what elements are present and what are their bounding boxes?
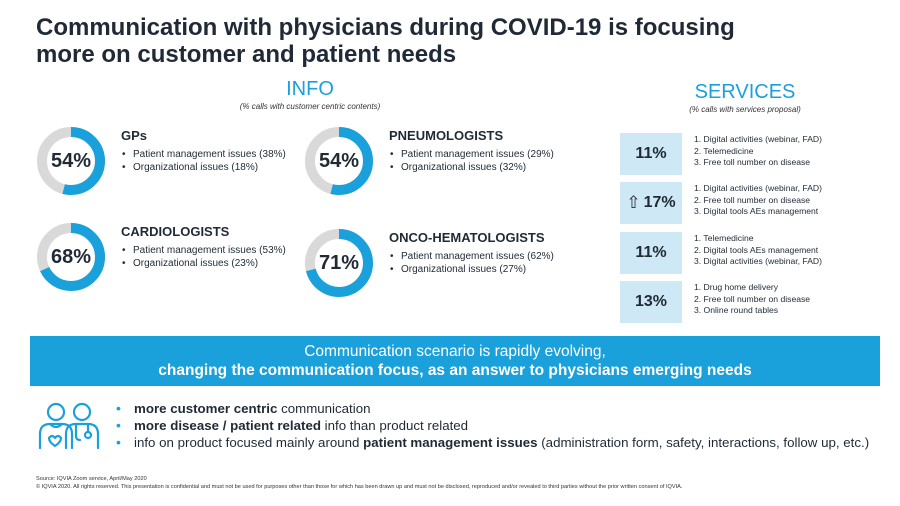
card-title: PNEUMOLOGISTS [389, 128, 504, 143]
services-subtitle: (% calls with services proposal) [689, 105, 801, 114]
card-body: PNEUMOLOGISTS Patient management issues … [389, 128, 579, 174]
list-item: Organizational issues (23%) [121, 258, 311, 271]
service-list: 1. Digital activities (webinar, FAD) 2. … [694, 183, 894, 218]
list-item: Organizational issues (18%) [121, 162, 311, 175]
donut-chart [305, 229, 373, 297]
info-title: INFO [286, 78, 334, 100]
list-item: Patient management issues (62%) [389, 251, 579, 264]
donut-chart [305, 127, 373, 195]
list-item: 3. Free toll number on disease [694, 157, 811, 167]
list-item: 2. Free toll number on disease [694, 293, 811, 304]
donut-fill [37, 223, 105, 291]
donut-onco-hematologists: 71% [304, 228, 374, 298]
service-percent-box: 11% [620, 133, 682, 175]
donut-fill [37, 127, 105, 195]
service-percent: 13% [634, 293, 668, 310]
key-points-list: more customer centric communication more… [112, 400, 882, 451]
slide-title: Communication with physicians during COV… [36, 14, 876, 68]
card-title: ONCO-HEMATOLOGISTS [389, 230, 545, 245]
donut-pneumologists: 54% [304, 126, 374, 196]
card-body: ONCO-HEMATOLOGISTS Patient management is… [389, 230, 579, 276]
service-row: 11% 1. Telemedicine 2. Digital tools AEs… [620, 232, 880, 274]
service-list: 1. Drug home delivery 2. Free toll numbe… [694, 282, 894, 317]
service-percent-box: ⇧ 17% [620, 182, 682, 224]
list-item: 2. Digital tools AEs management [694, 244, 819, 255]
donut-chart [37, 127, 105, 195]
percent-label: 54% [318, 149, 360, 172]
service-percent: 17% [643, 194, 676, 211]
list-item: 3. Digital activities (webinar, FAD) [694, 256, 822, 266]
list-item: Patient management issues (29%) [389, 149, 579, 162]
list-item: 3. Digital tools AEs management [694, 206, 819, 216]
footer-source: Source: IQVIA Zoom service, April/May 20… [36, 476, 147, 482]
banner-line-1: Communication scenario is rapidly evolvi… [304, 343, 606, 360]
body-text: info on product focused mainly around [134, 435, 364, 450]
message-banner: Communication scenario is rapidly evolvi… [30, 336, 880, 386]
list-item: Patient management issues (53%) [121, 245, 311, 258]
list-item: Patient management issues (38%) [121, 149, 311, 162]
services-heading: SERVICES (% calls with services proposal… [660, 81, 830, 114]
list-item: 1. Digital activities (webinar, FAD) [694, 134, 822, 144]
card-title: CARDIOLOGISTS [121, 224, 230, 239]
donut-fill [305, 229, 373, 297]
info-subtitle: (% calls with customer centric contents) [239, 102, 381, 111]
body-text: info than product related [320, 418, 469, 433]
card-pneumologists: 54% PNEUMOLOGISTS Patient management iss… [304, 126, 574, 216]
list-item: 2. Free toll number on disease [694, 194, 811, 205]
list-item: info on product focused mainly around pa… [112, 434, 882, 451]
service-list: 1. Digital activities (webinar, FAD) 2. … [694, 134, 894, 169]
emphasis-text: patient management issues [363, 435, 538, 450]
card-gps: 54% GPs Patient management issues (38%) … [36, 126, 306, 216]
banner-line-2: changing the communication focus, as an … [158, 362, 752, 379]
doctors-icon [36, 400, 102, 450]
card-cardiologists: 68% CARDIOLOGISTS Patient management iss… [36, 222, 306, 312]
body-text: communication [277, 401, 371, 416]
service-percent: 11% [635, 145, 667, 162]
donut-cardiologists: 68% [36, 222, 106, 292]
list-item: more customer centric communication [112, 400, 882, 417]
list-item: 2. Telemedicine [694, 145, 754, 156]
title-line-1: Communication with physicians during COV… [36, 14, 735, 41]
list-item: 1. Telemedicine [694, 233, 754, 243]
service-percent-box: 13% [620, 281, 682, 323]
emphasis-text: more customer centric [134, 401, 278, 416]
list-item: Organizational issues (32%) [389, 162, 579, 175]
list-item: 1. Digital activities (webinar, FAD) [694, 183, 822, 193]
percent-label: 54% [50, 149, 92, 172]
up-arrow-icon: ⇧ [626, 193, 641, 212]
title-line-2: more on customer and patient needs [36, 41, 457, 68]
service-row: 13% 1. Drug home delivery 2. Free toll n… [620, 281, 880, 323]
donut-chart [37, 223, 105, 291]
service-row: ⇧ 17% 1. Digital activities (webinar, FA… [620, 182, 880, 224]
info-heading: INFO (% calls with customer centric cont… [200, 78, 420, 111]
percent-label: 71% [318, 251, 360, 274]
percent-label: 68% [50, 245, 92, 268]
list-item: 3. Online round tables [694, 305, 779, 315]
card-body: GPs Patient management issues (38%) Orga… [121, 128, 311, 174]
service-percent: 11% [635, 244, 667, 261]
card-body: CARDIOLOGISTS Patient management issues … [121, 224, 311, 270]
body-text: (administration form, safety, interactio… [537, 435, 870, 450]
card-onco-hematologists: 71% ONCO-HEMATOLOGISTS Patient managemen… [304, 228, 574, 318]
card-list: Patient management issues (62%) Organiza… [389, 251, 579, 276]
services-title: SERVICES [694, 81, 796, 103]
list-item: more disease / patient related info than… [112, 417, 882, 434]
card-list: Patient management issues (53%) Organiza… [121, 245, 311, 270]
card-title: GPs [121, 128, 148, 143]
donut-fill [305, 127, 373, 195]
card-list: Patient management issues (38%) Organiza… [121, 149, 311, 174]
footer-copyright: © IQVIA 2020. All rights reserved. This … [36, 484, 683, 490]
donut-gps: 54% [36, 126, 106, 196]
card-list: Patient management issues (29%) Organiza… [389, 149, 579, 174]
emphasis-text: more disease / patient related [134, 418, 321, 433]
list-item: Organizational issues (27%) [389, 264, 579, 277]
service-percent-box: 11% [620, 232, 682, 274]
list-item: 1. Drug home delivery [694, 282, 779, 292]
service-row: 11% 1. Digital activities (webinar, FAD)… [620, 133, 880, 175]
service-list: 1. Telemedicine 2. Digital tools AEs man… [694, 233, 894, 268]
